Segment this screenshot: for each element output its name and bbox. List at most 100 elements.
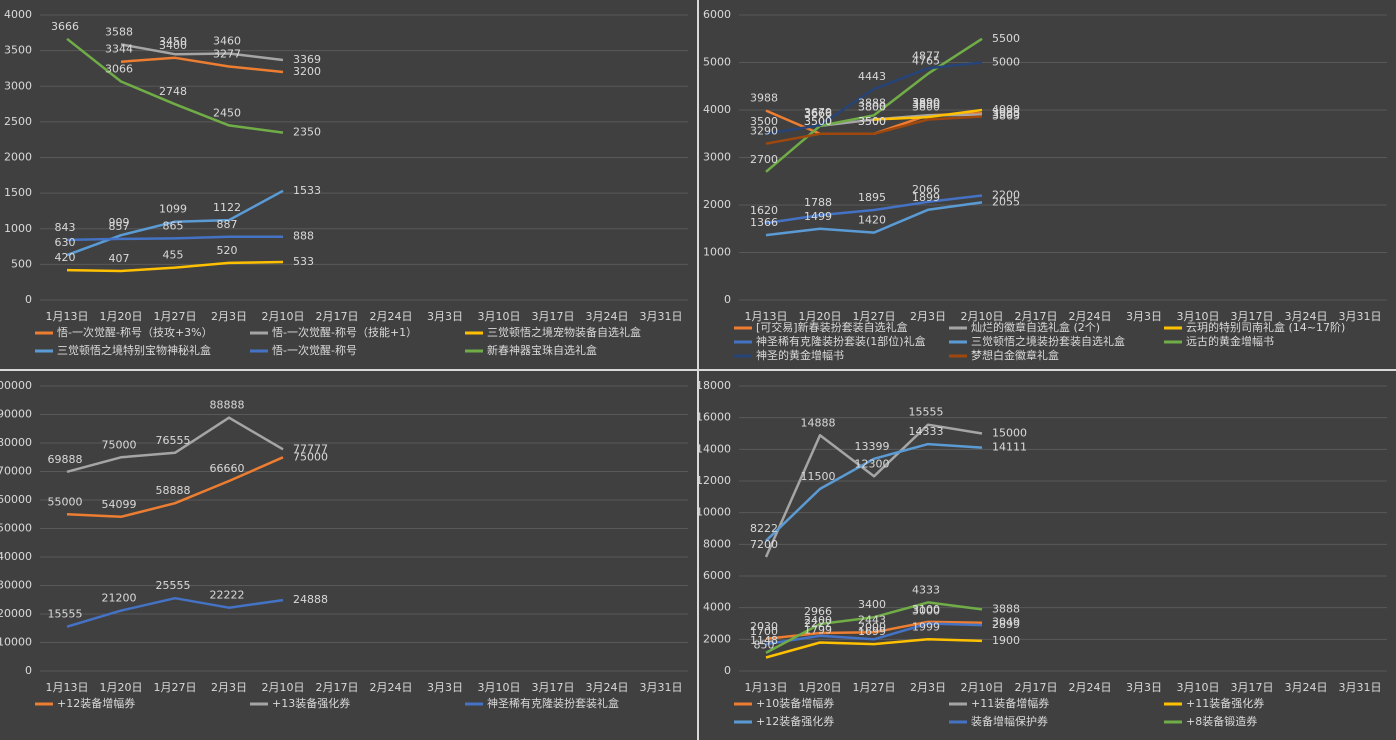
y-tick-label: 2000 <box>4 151 32 164</box>
y-tick-label: 6000 <box>703 8 731 21</box>
data-label: 14111 <box>992 441 1027 454</box>
data-label: 455 <box>163 249 184 262</box>
data-label: 2350 <box>293 126 321 139</box>
legend-label: 灿烂的徽章自选礼盒 (2个) <box>971 320 1100 334</box>
data-label: 533 <box>293 255 314 268</box>
x-tick-label: 1月13日 <box>46 310 89 323</box>
y-tick-label: 6000 <box>703 569 731 582</box>
data-label: 3500 <box>858 115 886 128</box>
data-label: 1700 <box>750 625 778 638</box>
data-label: 2700 <box>750 153 778 166</box>
series-line <box>765 37 983 173</box>
y-tick-label: 4000 <box>4 8 32 21</box>
y-tick-label: 4000 <box>703 103 731 116</box>
x-tick-label: 1月13日 <box>46 681 89 694</box>
data-label: 3369 <box>293 53 321 66</box>
x-tick-label: 2月24日 <box>1069 310 1112 323</box>
x-tick-label: 3月17日 <box>532 310 575 323</box>
legend-label: 三觉顿悟之境装扮套装自选礼盒 <box>971 334 1125 348</box>
y-tick-label: 10000 <box>0 636 32 649</box>
y-tick-label: 0 <box>724 664 731 677</box>
x-tick-label: 3月24日 <box>1285 310 1328 323</box>
data-label: 14888 <box>801 416 836 429</box>
y-tick-label: 2500 <box>4 115 32 128</box>
data-label: 3500 <box>858 115 886 128</box>
data-label: 520 <box>217 244 238 257</box>
data-label: 3800 <box>912 101 940 114</box>
legend-label: 梦想白金徽章礼盒 <box>971 348 1059 362</box>
y-tick-label: 1000 <box>4 222 32 235</box>
data-label: 22222 <box>210 589 245 602</box>
legend-label: +12装备增幅券 <box>57 696 135 710</box>
y-tick-label: 0 <box>25 293 32 306</box>
data-label: 2200 <box>992 189 1020 202</box>
data-label: 5500 <box>992 32 1020 45</box>
y-tick-label: 14000 <box>696 442 731 455</box>
data-label: 3933 <box>992 106 1020 119</box>
y-tick-label: 10000 <box>696 506 731 519</box>
series-line <box>120 56 284 74</box>
y-tick-label: 8000 <box>703 537 731 550</box>
chart-panel: 0 2000 4000 6000 8000 10000 12000 14000 16000 180… <box>696 371 1396 740</box>
data-label: 3460 <box>213 34 241 47</box>
data-label: 1366 <box>750 216 778 229</box>
x-tick-label: 3月17日 <box>532 681 575 694</box>
x-tick-label: 1月27日 <box>154 681 197 694</box>
data-label: 3344 <box>105 43 133 56</box>
data-label: 15000 <box>992 427 1027 440</box>
x-tick-label: 2月3日 <box>211 310 247 323</box>
data-label: 3500 <box>804 115 832 128</box>
data-label: 2899 <box>992 618 1020 631</box>
legend-label: 悟-一次觉醒-称号（技能+1） <box>272 325 417 339</box>
x-tick-label: 3月3日 <box>1126 310 1162 323</box>
data-label: 14333 <box>909 425 944 438</box>
x-tick-label: 3月3日 <box>427 681 463 694</box>
data-label: 1420 <box>858 214 886 227</box>
data-label: 2066 <box>912 183 940 196</box>
data-label: 2748 <box>159 85 187 98</box>
data-label: 3290 <box>750 125 778 138</box>
data-label: 3400 <box>858 598 886 611</box>
series-line <box>66 37 284 134</box>
data-label: 407 <box>109 252 130 265</box>
data-label: 1148 <box>750 634 778 647</box>
y-tick-label: 1500 <box>4 186 32 199</box>
data-label: 2400 <box>804 614 832 627</box>
x-tick-label: 2月10日 <box>262 681 305 694</box>
series-line <box>66 260 284 273</box>
data-label: 77777 <box>293 442 328 455</box>
legend-label: 神圣稀有克隆装扮套装(1部位)礼盒 <box>756 334 926 348</box>
y-tick-label: 5000 <box>703 56 731 69</box>
y-tick-label: 80000 <box>0 436 32 449</box>
x-tick-label: 3月24日 <box>586 681 629 694</box>
y-tick-label: 70000 <box>0 465 32 478</box>
x-tick-label: 3月31日 <box>1339 681 1382 694</box>
series-line <box>765 115 983 145</box>
series-line <box>66 456 284 519</box>
data-label: 25555 <box>156 579 191 592</box>
data-label: 3400 <box>159 39 187 52</box>
legend-label: +12装备强化券 <box>756 714 834 728</box>
data-label: 15555 <box>909 406 944 419</box>
data-label: 1620 <box>750 204 778 217</box>
x-tick-label: 2月3日 <box>910 310 946 323</box>
y-tick-label: 1000 <box>703 246 731 259</box>
data-label: 15555 <box>48 608 83 621</box>
data-label: 857 <box>109 220 130 233</box>
legend-label: +11装备强化券 <box>1186 696 1264 710</box>
y-tick-label: 12000 <box>696 474 731 487</box>
data-label: 1788 <box>804 196 832 209</box>
x-tick-label: 1月20日 <box>799 310 842 323</box>
legend-label: 装备增幅保护券 <box>971 714 1048 728</box>
data-label: 21200 <box>102 592 137 605</box>
series-line <box>765 601 983 654</box>
data-label: 3588 <box>105 25 133 38</box>
x-tick-label: 2月17日 <box>316 681 359 694</box>
y-tick-label: 18000 <box>696 379 731 392</box>
data-label: 2443 <box>858 613 886 626</box>
legend-label: 三觉顿悟之境宠物装备自选礼盒 <box>487 325 641 339</box>
legend-label: 云玥的特别司南礼盒 (14~17阶) <box>1186 320 1345 334</box>
chart-panel: 0 10000 20000 30000 40000 50000 60000 70000 8000… <box>0 371 697 740</box>
data-label: 1899 <box>912 191 940 204</box>
data-label: 3049 <box>992 616 1020 629</box>
